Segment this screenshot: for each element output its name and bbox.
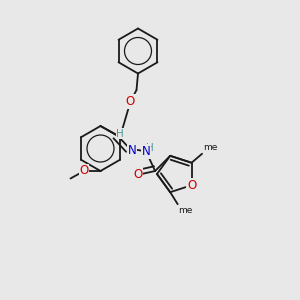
Text: H: H xyxy=(146,143,154,153)
Text: N: N xyxy=(128,143,136,157)
Text: H: H xyxy=(116,128,124,139)
Text: O: O xyxy=(187,179,196,192)
Text: O: O xyxy=(126,95,135,108)
Text: me: me xyxy=(204,143,218,152)
Text: O: O xyxy=(134,167,142,181)
Text: me: me xyxy=(178,206,193,215)
Text: O: O xyxy=(80,164,88,178)
Text: N: N xyxy=(142,145,151,158)
